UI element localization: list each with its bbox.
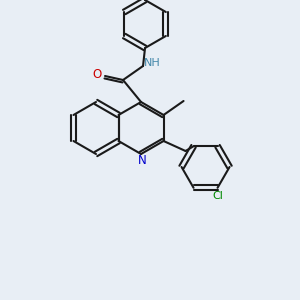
Text: O: O: [92, 68, 102, 80]
Text: NH: NH: [144, 58, 160, 68]
Text: N: N: [138, 154, 146, 167]
Text: Cl: Cl: [212, 191, 223, 201]
